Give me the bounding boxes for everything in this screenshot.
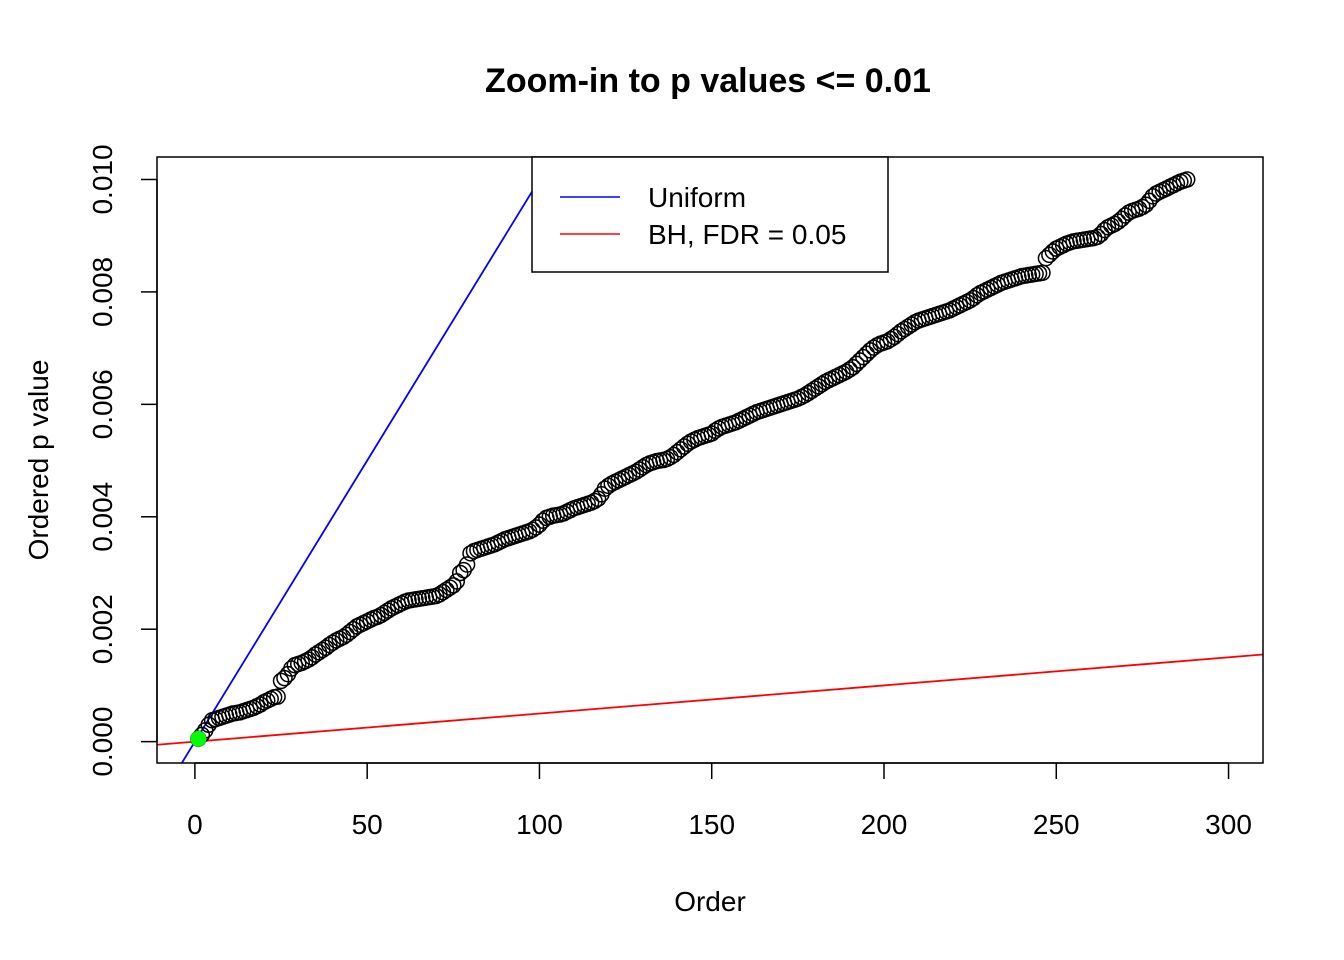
data-point: [1168, 175, 1186, 192]
chart-title: Zoom-in to p values <= 0.01: [485, 62, 931, 100]
legend-box: [531, 156, 889, 273]
x-axis: 0 50 100 150 200 250 300: [187, 762, 1252, 840]
data-point: [1178, 171, 1196, 188]
y-tick-label: 0.002: [87, 594, 118, 664]
y-tick-label: 0.010: [87, 144, 118, 214]
x-tick-label: 100: [516, 809, 563, 840]
reference-lines: [157, 157, 1263, 763]
x-tick-label: 0: [187, 809, 203, 840]
data-point: [362, 611, 379, 628]
data-point: [455, 561, 472, 579]
highlight-group: [190, 730, 207, 747]
x-tick-label: 300: [1205, 809, 1252, 840]
x-tick-label: 250: [1033, 809, 1080, 840]
legend-label-uniform: Uniform: [648, 182, 746, 213]
x-tick-label: 50: [352, 809, 383, 840]
x-tick-label: 150: [688, 809, 735, 840]
data-point: [262, 690, 279, 708]
y-tick-label: 0.006: [87, 369, 118, 439]
x-axis-label: Order: [674, 886, 746, 917]
legend: Uniform BH, FDR = 0.05: [531, 156, 889, 273]
data-point: [269, 688, 286, 705]
reference-line-uniform: [180, 157, 555, 763]
data-points: [190, 171, 1196, 748]
y-axis-label: Ordered p value: [23, 360, 54, 561]
y-axis: 0.000 0.002 0.004 0.006 0.008 0.010: [87, 144, 158, 777]
y-tick-label: 0.000: [87, 707, 118, 777]
reference-line-bh: [157, 653, 1263, 746]
x-tick-label: 200: [861, 809, 908, 840]
y-tick-label: 0.008: [87, 257, 118, 327]
data-point: [1120, 204, 1137, 221]
legend-label-bh: BH, FDR = 0.05: [648, 219, 846, 250]
y-tick-label: 0.004: [87, 482, 118, 552]
highlight-point: [190, 730, 207, 747]
data-point: [458, 556, 476, 573]
data-point: [445, 577, 462, 594]
data-point: [868, 337, 886, 354]
